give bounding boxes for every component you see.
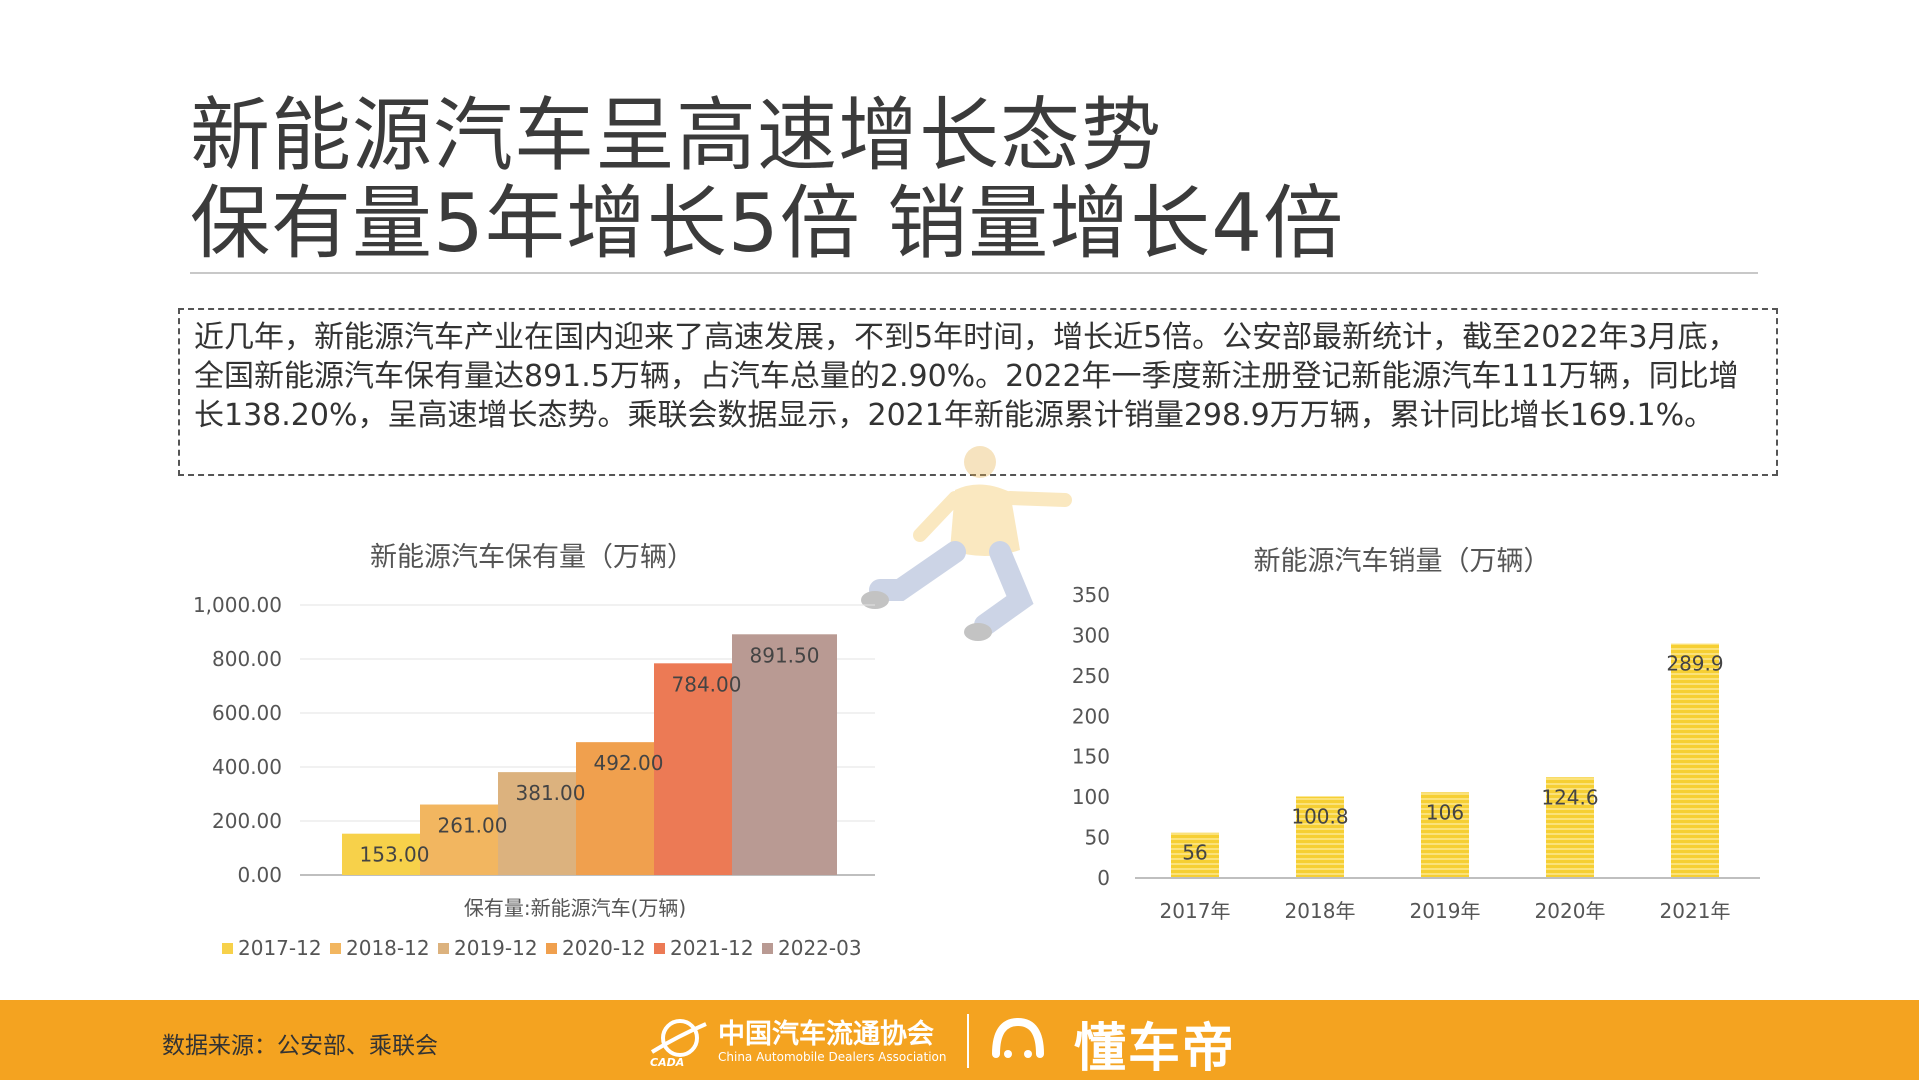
sales-y-tick-label: 250 [1072,664,1110,688]
intro-box: 近几年，新能源汽车产业在国内迎来了高速发展，不到5年时间，增长近5倍。公安部最新… [178,308,1778,476]
footer-divider [967,1014,969,1068]
association-name-cn: 中国汽车流通协会 [718,1019,934,1050]
sales-x-tick-label: 2017年 [1160,899,1231,923]
sales-x-tick-label: 2020年 [1535,899,1606,923]
sales-bar [1546,777,1594,878]
sales-y-tick-label: 50 [1085,826,1110,850]
stock-y-tick-label: 600.00 [212,701,282,725]
title-divider [190,272,1758,274]
stock-legend-swatch [438,943,449,954]
sales-x-tick-label: 2019年 [1410,899,1481,923]
dongchedi-logo-icon [992,1017,1044,1058]
stock-legend-swatch [654,943,665,954]
sales-y-tick-label: 100 [1072,785,1110,809]
stock-y-tick-label: 800.00 [212,647,282,671]
stock-chart: 新能源汽车保有量（万辆） 0.00 200.00 400.00 600.00 800.0… [193,542,875,960]
sales-bar [1671,643,1719,878]
stock-bar [732,634,837,875]
stock-legend-swatch [546,943,557,954]
page-title: 新能源汽车呈高速增长态势 保有量5年增长5倍 销量增长4倍 [190,92,1344,268]
sales-bar-label: 289.9 [1666,652,1723,676]
sales-y-tick-label: 350 [1072,583,1110,607]
sales-y-tick-label: 0 [1097,866,1110,890]
sales-x-tick-label: 2018年 [1285,899,1356,923]
sales-bar-label: 106 [1426,800,1464,824]
stock-chart-category-label: 保有量:新能源汽车(万辆) [464,896,686,920]
sales-x-tick-label: 2021年 [1660,899,1731,923]
stock-y-tick-label: 1,000.00 [193,593,282,617]
association-logo-text: CADA [650,1056,684,1068]
data-source-text: 数据来源：公安部、乘联会 [162,1033,438,1059]
stock-legend-label: 2019-12 [454,936,538,960]
stock-y-tick-label: 200.00 [212,809,282,833]
intro-text: 近几年，新能源汽车产业在国内迎来了高速发展，不到5年时间，增长近5倍。公安部最新… [194,320,1739,433]
sales-bar [1171,832,1219,878]
association-logo-icon: CADA [650,1019,707,1068]
stock-bar-label: 153.00 [360,843,430,867]
stock-legend-swatch [330,943,341,954]
sales-y-tick-label: 200 [1072,704,1110,728]
association-name-en: China Automobile Dealers Association [718,1050,947,1064]
sales-y-tick-label: 300 [1072,623,1110,647]
stock-legend-label: 2020-12 [562,936,646,960]
sales-bar-label: 100.8 [1291,804,1348,828]
stock-bar-label: 891.50 [750,643,820,667]
footer-bar: 数据来源：公安部、乘联会 CADA 中国汽车流通协会 China Automob… [0,1000,1919,1080]
stock-legend-label: 2021-12 [670,936,754,960]
running-figure-illustration [861,446,1072,641]
stock-legend-swatch [762,943,773,954]
stock-legend-label: 2022-03 [778,936,862,960]
sales-bar-label: 124.6 [1541,785,1598,809]
sales-chart: 新能源汽车销量（万辆） 0 50 100 150 200 250 300 350 56 100.… [1072,546,1760,923]
stock-chart-title: 新能源汽车保有量（万辆） [370,542,694,573]
stock-bar-label: 492.00 [594,751,664,775]
sales-bar [1421,792,1469,878]
stock-y-tick-label: 0.00 [237,863,282,887]
stock-bar-label: 261.00 [438,814,508,838]
stock-bar-label: 381.00 [516,781,586,805]
sales-chart-title: 新能源汽车销量（万辆） [1254,546,1551,577]
title-line-1: 新能源汽车呈高速增长态势 [190,89,1162,182]
sales-bar-label: 56 [1182,841,1207,865]
stock-legend-swatch [222,943,233,954]
stock-bar-label: 784.00 [672,672,742,696]
stock-legend-label: 2017-12 [238,936,322,960]
stock-y-tick-label: 400.00 [212,755,282,779]
sales-bar [1296,796,1344,878]
dongchedi-brand-name: 懂车帝 [1074,1019,1237,1079]
title-line-2: 保有量5年增长5倍 销量增长4倍 [190,177,1345,270]
stock-legend-label: 2018-12 [346,936,430,960]
sales-y-tick-label: 150 [1072,745,1110,769]
